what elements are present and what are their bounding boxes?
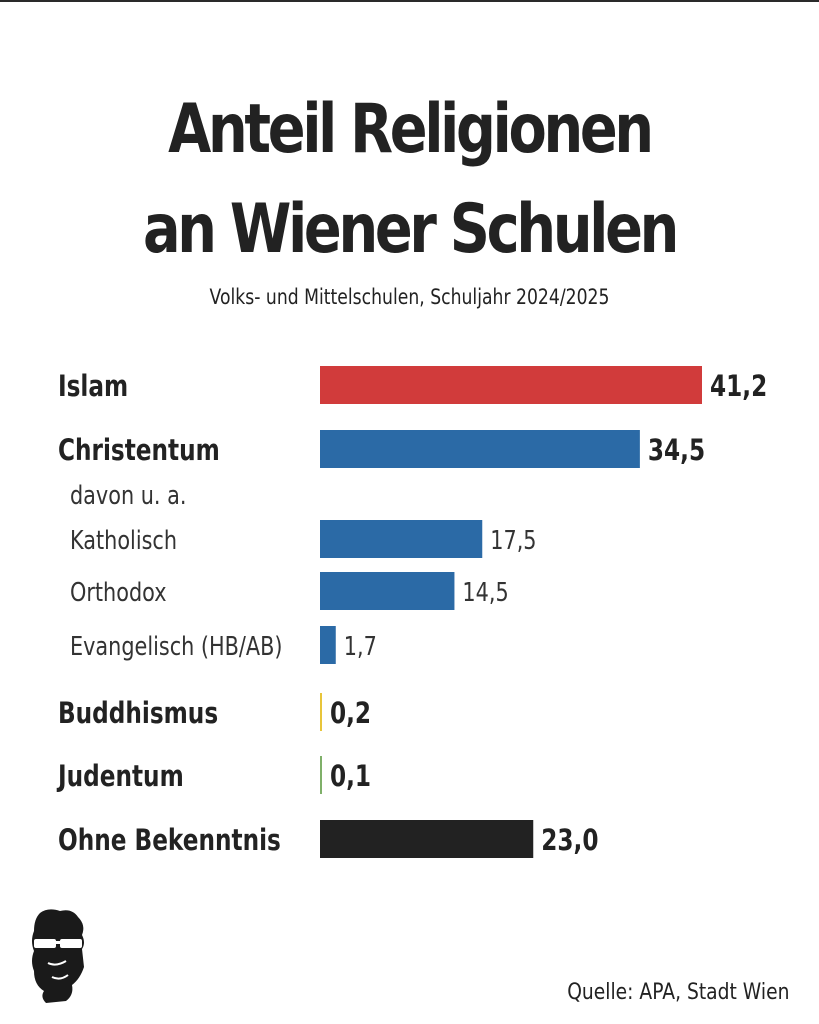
category-label-orthodox: Orthodox: [70, 577, 167, 608]
category-label-islam: Islam: [58, 371, 128, 404]
value-label-evangelisch-hb-ab: 1,7: [344, 631, 377, 662]
bar-buddhismus: [320, 693, 322, 731]
bar-ohne-bekenntnis: [320, 820, 534, 858]
source-note: Quelle: APA, Stadt Wien: [566, 980, 789, 1005]
category-label-christentum: Christentum: [58, 435, 220, 468]
category-label-judentum: Judentum: [56, 761, 184, 794]
top-border-line: [0, 0, 819, 2]
group-note-label: davon u. a.: [70, 480, 186, 511]
category-label-ohne-bekenntnis: Ohne Bekenntnis: [58, 825, 281, 858]
value-label-ohne-bekenntnis: 23,0: [541, 825, 598, 858]
bar-evangelisch-hb-ab: [320, 626, 336, 664]
value-label-islam: 41,2: [710, 371, 767, 404]
bar-islam: [320, 366, 702, 404]
category-label-buddhismus: Buddhismus: [58, 698, 218, 731]
chart-title-line-2: an Wiener Schulen: [142, 190, 679, 269]
value-label-orthodox: 14,5: [462, 577, 508, 608]
value-label-christentum: 34,5: [648, 435, 705, 468]
value-label-judentum: 0,1: [330, 761, 371, 794]
bar-orthodox: [320, 572, 455, 610]
chart-title-line-1: Anteil Religionen: [168, 90, 654, 169]
category-label-evangelisch-hb-ab: Evangelisch (HB/AB): [70, 631, 283, 662]
value-label-buddhismus: 0,2: [330, 698, 371, 731]
author-logo-icon: [32, 909, 84, 1003]
category-label-katholisch: Katholisch: [70, 525, 177, 556]
bar-judentum: [320, 756, 322, 794]
chart-subtitle: Volks- und Mittelschulen, Schuljahr 2024…: [209, 285, 610, 309]
bar-katholisch: [320, 520, 483, 558]
bar-christentum: [320, 430, 640, 468]
value-label-katholisch: 17,5: [490, 525, 536, 556]
